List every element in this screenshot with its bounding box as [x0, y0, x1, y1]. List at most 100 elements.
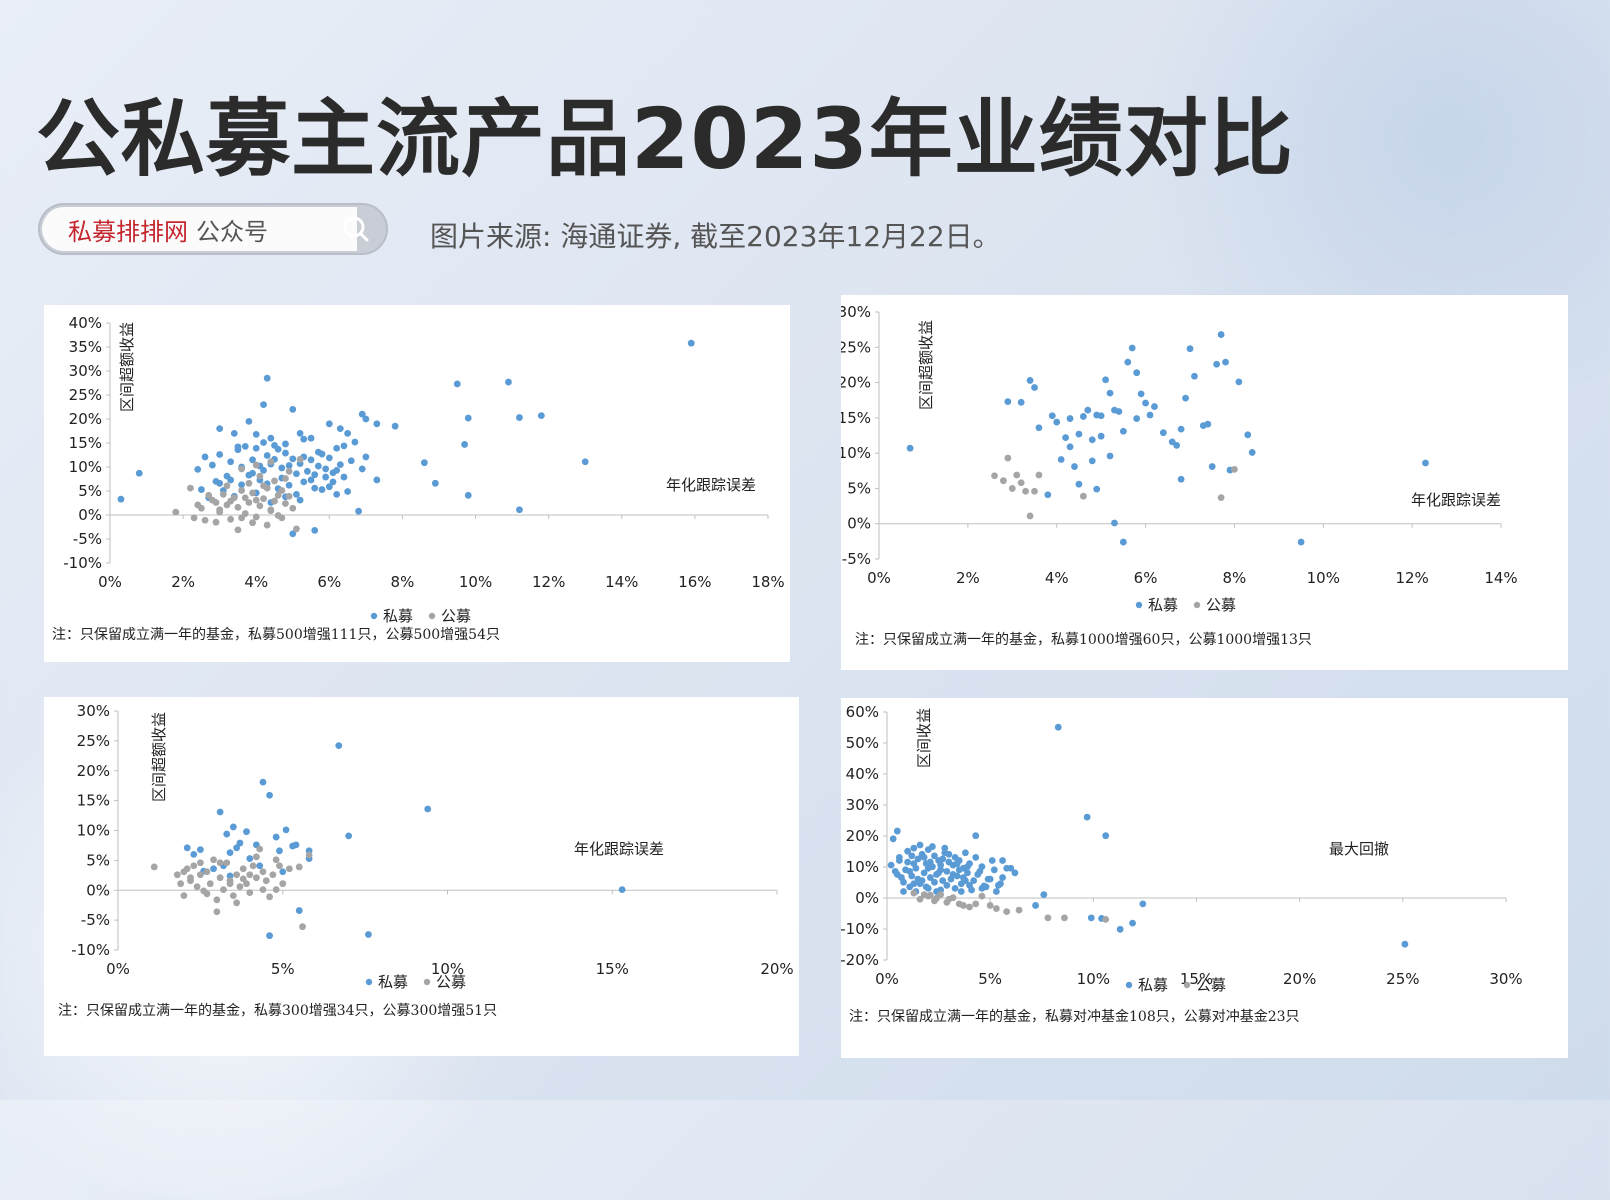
data-point	[216, 451, 224, 458]
data-point	[1208, 463, 1216, 470]
data-point	[1026, 512, 1034, 520]
data-point	[233, 844, 241, 852]
search-suffix-text: 公众号	[196, 217, 268, 246]
data-point	[278, 464, 286, 472]
data-point	[236, 883, 244, 891]
data-point	[336, 461, 344, 468]
data-point	[373, 476, 381, 484]
y-tick-label: 30%	[841, 303, 871, 321]
data-point	[259, 886, 267, 894]
data-point	[358, 465, 366, 473]
y-tick-label: 20%	[841, 374, 871, 392]
data-point	[333, 490, 341, 498]
data-point	[227, 458, 235, 466]
data-point	[267, 434, 275, 442]
data-point	[210, 856, 217, 864]
data-point	[238, 465, 246, 473]
data-point	[229, 892, 237, 900]
data-point	[190, 851, 198, 858]
chart-note: 注：只保留成立满一年的基金，私募500增强111只，公募500增强54只	[52, 626, 500, 643]
y-tick-label: 35%	[69, 338, 102, 356]
data-point	[928, 843, 936, 850]
data-point	[271, 497, 278, 505]
y-tick-label: -5%	[842, 550, 871, 568]
data-point	[333, 444, 341, 452]
data-point	[1422, 459, 1429, 467]
data-point	[307, 456, 315, 464]
data-point	[216, 859, 224, 867]
data-point	[908, 852, 916, 860]
data-point	[972, 853, 980, 861]
data-point	[296, 455, 304, 463]
data-point	[274, 491, 282, 499]
data-point	[311, 484, 319, 492]
data-point	[180, 892, 188, 900]
data-point	[516, 414, 523, 421]
legend-label: 私募	[1148, 596, 1178, 614]
data-point	[1013, 471, 1021, 479]
data-point	[196, 846, 204, 854]
data-point	[970, 877, 978, 885]
data-point	[227, 515, 235, 523]
data-point	[282, 475, 289, 482]
data-point	[1177, 475, 1185, 483]
series-public	[910, 889, 1110, 923]
data-point	[203, 890, 211, 898]
y-tick-label: 15%	[69, 434, 102, 452]
data-point	[1186, 345, 1194, 353]
data-point	[904, 847, 912, 855]
data-point	[263, 452, 271, 459]
data-point	[249, 862, 257, 870]
data-point	[933, 894, 940, 902]
search-field[interactable]: 私募排排网 公众号	[42, 207, 357, 251]
data-point	[1235, 378, 1243, 386]
data-point	[187, 484, 194, 492]
data-point	[355, 507, 362, 515]
data-point	[978, 892, 986, 900]
data-point	[910, 889, 918, 897]
data-point	[249, 489, 256, 497]
data-point	[322, 473, 330, 481]
x-tick-label: 6%	[317, 573, 341, 591]
data-point	[1177, 425, 1185, 433]
x-tick-label: 5%	[978, 970, 1002, 988]
data-point	[117, 495, 125, 503]
data-point	[1066, 415, 1074, 422]
data-point	[282, 440, 289, 448]
data-point	[391, 422, 399, 430]
y-tick-label: -5%	[73, 530, 102, 548]
data-point	[289, 455, 297, 463]
data-point	[900, 888, 907, 895]
data-point	[1119, 538, 1127, 546]
search-button[interactable]	[324, 203, 388, 255]
data-point	[373, 420, 381, 428]
data-point	[964, 869, 971, 877]
y-tick-label: -5%	[81, 911, 110, 929]
data-point	[274, 512, 282, 519]
y-tick-label: 10%	[841, 444, 871, 462]
data-point	[976, 867, 984, 875]
data-point	[920, 891, 928, 898]
data-point	[1004, 398, 1012, 406]
search-box[interactable]: 私募排排网 公众号	[38, 203, 388, 255]
data-point	[1159, 429, 1167, 437]
data-point	[1044, 491, 1052, 499]
data-point	[299, 923, 306, 931]
chart-panel-hedge: -20% -10% 0% 10% 20% 30% 40% 50% 60% 0% 5% 10% 15% 20…	[841, 698, 1568, 1058]
data-point	[245, 418, 253, 425]
data-point	[358, 410, 366, 418]
data-point	[177, 880, 185, 888]
data-point	[194, 501, 202, 509]
y-tick-label: 5%	[847, 479, 871, 497]
x-axis-label: 最大回撤	[1329, 840, 1389, 858]
data-point	[293, 490, 300, 498]
data-point	[906, 444, 914, 452]
data-point	[1015, 906, 1023, 914]
data-point	[1057, 456, 1065, 463]
x-tick-label: 15%	[596, 960, 629, 978]
x-tick-label: 4%	[1045, 569, 1069, 587]
y-axis-label: 区间超额收益	[150, 712, 168, 802]
page-title: 公私募主流产品2023年业绩对比	[36, 90, 1294, 188]
data-point	[986, 902, 994, 909]
data-point	[311, 526, 319, 534]
